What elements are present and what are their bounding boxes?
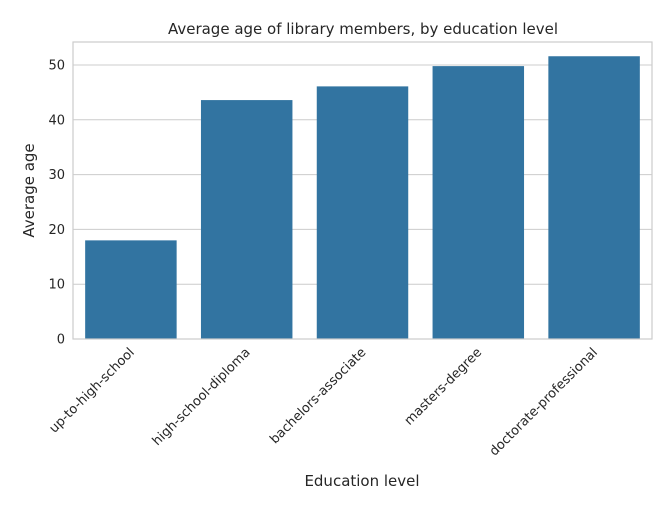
plot-frame: [72, 41, 653, 340]
bar-up-to-high-school: [85, 240, 177, 339]
x-tick-label-masters-degree: masters-degree: [402, 345, 485, 428]
y-tick-label: 40: [48, 113, 65, 128]
x-tick-label-bachelors-associate: bachelors-associate: [267, 345, 369, 447]
chart-title: Average age of library members, by educa…: [168, 20, 558, 38]
bar-masters-degree: [432, 66, 525, 339]
x-tick-labels: up-to-high-school high-school-diploma bach…: [47, 345, 601, 459]
y-tick-label: 0: [57, 333, 65, 348]
x-tick-label-high-school-diploma: high-school-diploma: [150, 345, 254, 449]
x-axis-label: Education level: [304, 472, 419, 490]
y-tick-labels: 0 10 20 30 40 50: [48, 59, 65, 348]
y-tick-label: 30: [48, 168, 65, 183]
y-axis-label: Average age: [20, 143, 38, 237]
y-tick-label: 10: [48, 278, 65, 293]
x-tick-label-up-to-high-school: up-to-high-school: [47, 345, 138, 436]
bars: [85, 56, 640, 340]
bar-high-school-diploma: [200, 100, 293, 339]
y-tick-label: 50: [48, 59, 65, 74]
y-tick-label: 20: [48, 223, 65, 238]
bar-doctorate-professional: [548, 56, 640, 340]
x-tick-label-doctorate-professional: doctorate-professional: [487, 345, 601, 459]
bar-bachelors-associate: [316, 86, 409, 339]
